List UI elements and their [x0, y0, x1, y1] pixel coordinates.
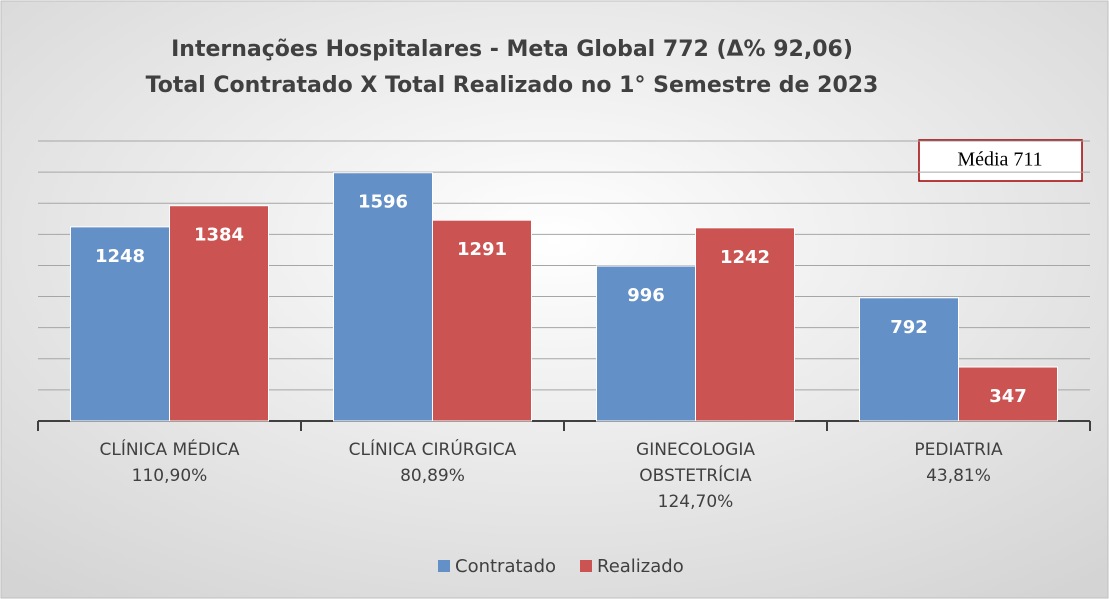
bar — [169, 205, 269, 422]
data-label: 1242 — [720, 247, 770, 268]
bar — [70, 226, 170, 422]
x-tick-label-group: PEDIATRIA 43,81% — [844, 437, 1074, 489]
category-percentage: 110,90% — [131, 466, 208, 486]
bar — [958, 366, 1058, 422]
x-tick-label-group: CLÍNICA MÉDICA 110,90% — [55, 437, 285, 489]
bar — [859, 297, 959, 422]
data-label: 1248 — [95, 246, 145, 267]
legend-label: Realizado — [597, 556, 684, 577]
bar — [432, 219, 532, 422]
bar — [596, 265, 696, 422]
bar — [695, 227, 795, 422]
data-label: 1291 — [457, 239, 507, 260]
legend-swatch — [580, 560, 592, 572]
category-percentage: 80,89% — [400, 466, 465, 486]
x-tick-label-group: CLÍNICA CIRÚRGICA 80,89% — [318, 437, 548, 489]
category-percentage: 43,81% — [926, 466, 991, 486]
legend-label: Contratado — [455, 556, 556, 577]
annotation-box — [918, 139, 1083, 182]
chart-subtitle: Total Contratado X Total Realizado no 1°… — [146, 73, 879, 98]
bar — [333, 172, 433, 422]
annotation: Média 711 — [957, 149, 1042, 171]
data-label: 996 — [627, 285, 665, 306]
x-tick-label: GINECOLOGIA OBSTETRÍCIA — [636, 440, 755, 486]
x-tick-label: CLÍNICA CIRÚRGICA — [348, 440, 517, 460]
chart-title: Internações Hospitalares - Meta Global 7… — [171, 37, 853, 62]
data-label: 1384 — [194, 225, 244, 246]
category-percentage: 124,70% — [657, 492, 734, 512]
data-label: 1596 — [358, 192, 408, 213]
x-tick-label-group: GINECOLOGIA OBSTETRÍCIA 124,70% — [581, 437, 811, 515]
x-tick-label: PEDIATRIA — [914, 440, 1003, 460]
data-label: 792 — [890, 317, 928, 338]
legend-swatch — [438, 560, 450, 572]
data-label: 347 — [989, 386, 1027, 407]
x-tick-label: CLÍNICA MÉDICA — [99, 440, 240, 460]
